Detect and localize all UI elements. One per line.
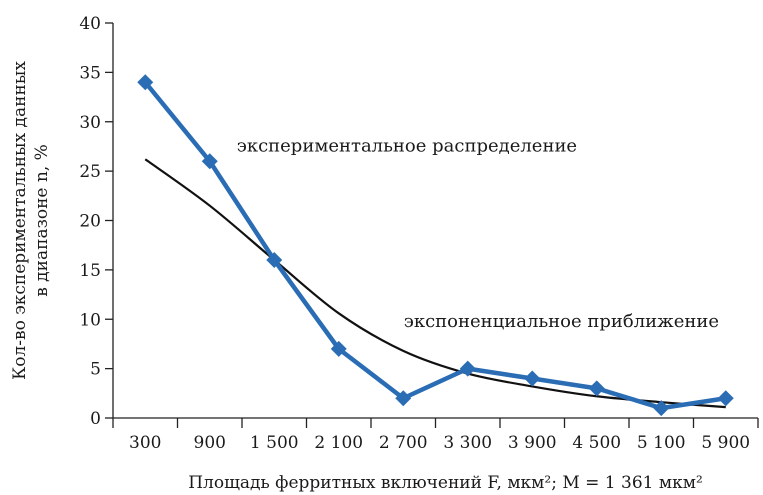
fit-label-background	[398, 302, 749, 329]
experimental-layer	[137, 74, 734, 417]
axes	[105, 22, 759, 428]
y-tick-label: 35	[79, 63, 101, 83]
y-axis-title-line2: в диапазоне n, %	[32, 144, 52, 297]
experimental-point	[137, 74, 154, 91]
experimental-point	[653, 400, 670, 417]
experimental-point	[266, 252, 283, 268]
x-tick-label: 300	[129, 433, 161, 453]
experimental-point	[201, 153, 218, 170]
x-tick-label: 1 500	[250, 433, 299, 453]
labels: 0 5 10 15 20 25 30 35 40 300 900 1 500 2 100 2 700 3 3…	[10, 14, 750, 493]
x-tick-label: 2 700	[379, 433, 428, 453]
experimental-line	[143, 80, 727, 411]
x-tick-label: 2 100	[314, 433, 363, 453]
x-tick-label: 3 900	[508, 433, 557, 453]
x-tick-label: 4 500	[572, 433, 621, 453]
y-tick-label: 15	[79, 261, 101, 281]
x-tick-label: 3 300	[443, 433, 492, 453]
y-tick-label: 30	[79, 113, 101, 133]
experimental-point	[524, 370, 541, 387]
experimental-point	[588, 380, 605, 397]
y-tick-label: 5	[90, 360, 101, 380]
experimental-point	[459, 360, 476, 377]
experimental-point	[717, 390, 734, 407]
experimental-series-label: экспериментальное распределение	[237, 135, 577, 156]
x-tick-label: 900	[194, 433, 226, 453]
y-axis-title-line1: Кол-во экспериментальных данных	[10, 61, 30, 380]
fit-series-label: экспоненциальное приближение	[404, 311, 719, 332]
experimental-point	[395, 390, 412, 407]
y-tick-label: 10	[79, 310, 101, 330]
y-tick-label: 0	[90, 409, 101, 429]
experimental-point	[330, 340, 347, 357]
y-tick-label: 40	[79, 14, 101, 34]
x-tick-label: 5 100	[637, 433, 686, 453]
x-tick-label: 5 900	[701, 433, 750, 453]
y-tick-label: 20	[79, 212, 101, 232]
x-axis-title: Площадь ферритных включений F, мкм²; M =…	[188, 473, 703, 493]
y-tick-label: 25	[79, 162, 101, 182]
